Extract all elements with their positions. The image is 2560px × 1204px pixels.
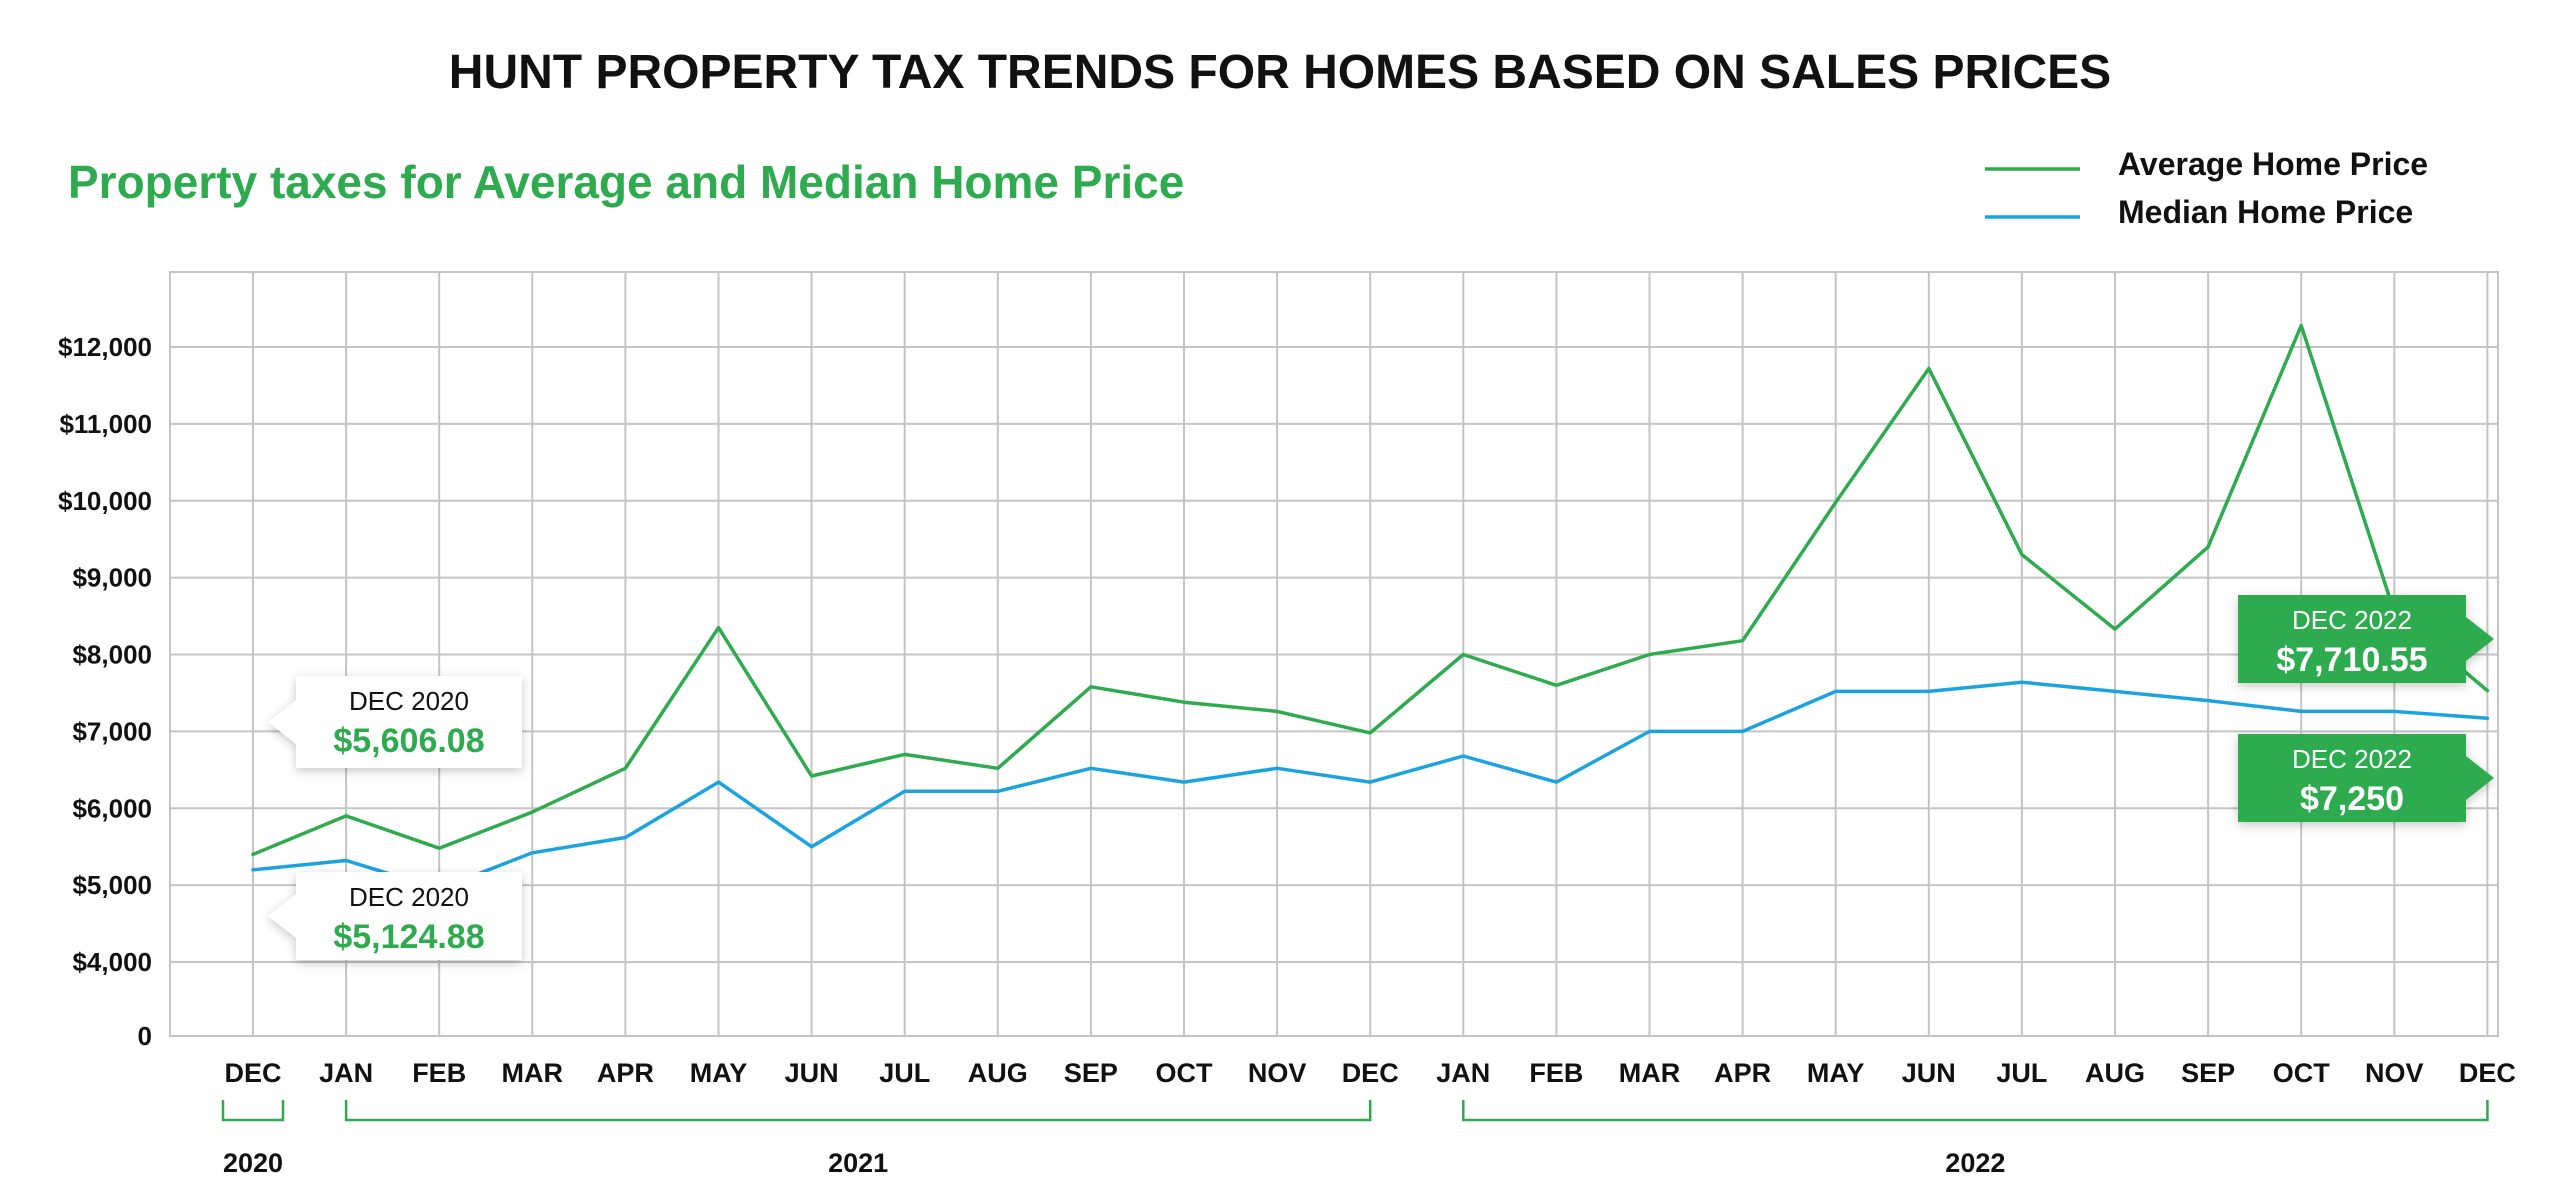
callout-date: DEC 2020	[349, 686, 469, 716]
callout-med-end	[2238, 734, 2494, 822]
x-tick-label: FEB	[412, 1058, 466, 1088]
callout-box	[268, 676, 522, 768]
x-tick-label: SEP	[2181, 1058, 2235, 1088]
series-lines	[251, 323, 2490, 891]
x-tick-label: AUG	[2085, 1058, 2145, 1088]
x-tick-label: APR	[597, 1058, 654, 1088]
y-tick-label: 0	[138, 1021, 152, 1051]
legend: Average Home Price Median Home Price	[1985, 146, 2428, 230]
y-tick-label: $6,000	[72, 793, 152, 823]
callout-box	[268, 872, 522, 960]
x-tick-label: DEC	[2459, 1058, 2516, 1088]
x-tick-label: JUN	[785, 1058, 839, 1088]
x-tick-label: JUN	[1902, 1058, 1956, 1088]
callout-avg-start	[268, 676, 522, 768]
x-tick-label: OCT	[1156, 1058, 1214, 1088]
x-axis-ticks: DEC JAN FEB MAR APR MAY JUN JUL AUG SEP OCT NOV DEC J…	[224, 1058, 2515, 1088]
x-tick-label: MAY	[690, 1058, 748, 1088]
callout-box	[2238, 734, 2494, 822]
y-tick-label: $11,000	[59, 409, 152, 439]
year-label: 2022	[1945, 1148, 2005, 1178]
y-tick-label: $12,000	[58, 332, 152, 362]
legend-label-median: Median Home Price	[2118, 194, 2413, 230]
series-line-median	[251, 680, 2490, 891]
series-line-average	[251, 323, 2490, 857]
x-tick-label: DEC	[224, 1058, 281, 1088]
x-tick-label: MAY	[1807, 1058, 1865, 1088]
callouts: DEC 2020 $5,606.08 DEC 2020 $5,124.88 DEC 20…	[268, 595, 2494, 960]
year-label: 2020	[223, 1148, 283, 1178]
callout-box	[2238, 595, 2494, 683]
callout-date: DEC 2020	[349, 882, 469, 912]
chart-title: HUNT PROPERTY TAX TRENDS FOR HOMES BASED…	[449, 46, 2111, 99]
x-tick-label: MAR	[502, 1058, 564, 1088]
callout-value: $7,250	[2300, 780, 2404, 818]
y-tick-label: $8,000	[72, 640, 152, 670]
x-tick-label: NOV	[2365, 1058, 2424, 1088]
legend-label-average: Average Home Price	[2118, 146, 2428, 182]
year-brackets: 2020 2021 2022	[221, 1100, 2489, 1178]
year-bracket	[1462, 1100, 2489, 1122]
x-tick-label: AUG	[968, 1058, 1028, 1088]
x-tick-label: FEB	[1529, 1058, 1583, 1088]
year-label: 2021	[828, 1148, 888, 1178]
callout-date: DEC 2022	[2292, 744, 2412, 774]
x-tick-label: OCT	[2273, 1058, 2331, 1088]
callout-value: $7,710.55	[2276, 641, 2427, 679]
y-tick-label: $10,000	[58, 486, 152, 516]
x-tick-label: JUL	[879, 1058, 930, 1088]
x-tick-label: NOV	[1248, 1058, 1307, 1088]
y-tick-label: $5,000	[72, 870, 152, 900]
callout-value: $5,124.88	[333, 918, 484, 956]
year-bracket	[344, 1100, 1372, 1122]
y-tick-label: $4,000	[72, 947, 152, 977]
x-tick-label: DEC	[1342, 1058, 1399, 1088]
chart-subtitle: Property taxes for Average and Median Ho…	[68, 156, 1184, 208]
callout-med-start	[268, 872, 522, 960]
x-tick-label: APR	[1714, 1058, 1771, 1088]
callout-value: $5,606.08	[333, 722, 484, 760]
callout-date: DEC 2022	[2292, 605, 2412, 635]
y-axis-ticks: 0 $4,000 $5,000 $6,000 $7,000 $8,000 $9,000 $10…	[58, 332, 152, 1051]
x-tick-label: JAN	[319, 1058, 373, 1088]
callout-avg-end	[2238, 595, 2494, 683]
year-bracket	[221, 1100, 285, 1122]
y-tick-label: $7,000	[72, 716, 152, 746]
grid-horizontal	[170, 346, 2498, 963]
y-tick-label: $9,000	[72, 563, 152, 593]
x-tick-label: JUL	[1996, 1058, 2047, 1088]
x-tick-label: JAN	[1436, 1058, 1490, 1088]
x-tick-label: MAR	[1619, 1058, 1681, 1088]
x-tick-label: SEP	[1064, 1058, 1118, 1088]
